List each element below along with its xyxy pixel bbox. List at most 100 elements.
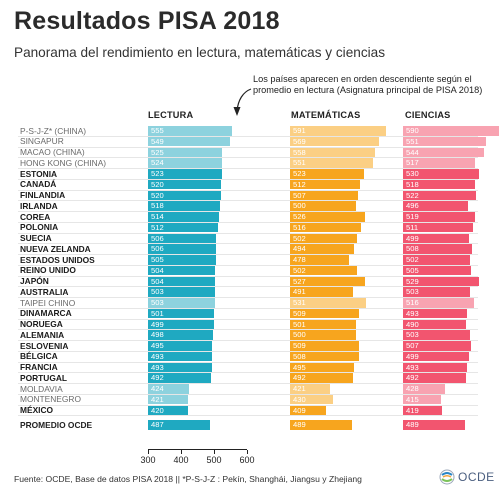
bar-lectura: [148, 201, 220, 211]
bar-value-label: 506: [151, 244, 164, 254]
bar-value-label: 493: [151, 362, 164, 372]
column-header-ciencias: CIENCIAS: [405, 110, 451, 120]
country-label: CANADÁ: [20, 179, 57, 190]
bar-value-label: 591: [293, 126, 306, 135]
row-separator: [18, 340, 478, 342]
bar-matematicas: [290, 362, 355, 372]
country-label: FRANCIA: [20, 362, 58, 372]
bar-value-label: 506: [151, 233, 164, 243]
bar-value-label: 519: [406, 212, 419, 221]
bar-matematicas: [290, 319, 357, 329]
country-label: PORTUGAL: [20, 372, 67, 383]
bar-value-label: 529: [406, 276, 419, 286]
bar-ciencias: [403, 179, 475, 190]
row-separator: [18, 404, 478, 406]
country-label: FINLANDIA: [20, 190, 66, 200]
country-label: JAPÓN: [20, 276, 49, 286]
country-label: SINGAPUR: [20, 136, 64, 147]
order-note: Los países aparecen en orden descendient…: [253, 74, 483, 95]
bar-lectura: [148, 394, 188, 405]
bar-value-label: 524: [151, 158, 164, 168]
bar-value-label: 503: [406, 330, 419, 340]
bar-matematicas: [290, 287, 354, 297]
row-separator: [18, 221, 478, 223]
row-separator: [18, 254, 478, 256]
row-separator: [18, 393, 478, 395]
bar-value-label: 498: [151, 330, 164, 340]
row-separator: [18, 211, 478, 213]
bar-value-label: 527: [293, 276, 306, 286]
bar-matematicas: [290, 212, 365, 222]
bar-value-label: 500: [293, 330, 306, 340]
bar-lectura: [148, 158, 222, 168]
bar-value-label: 421: [151, 394, 164, 404]
country-label: SUECIA: [20, 233, 52, 243]
bar-value-label: 511: [406, 222, 419, 232]
row-separator: [18, 178, 478, 180]
bar-ciencias: [403, 265, 471, 276]
row-separator: [18, 372, 478, 374]
bar-matematicas: [290, 233, 357, 243]
bar-value-label: 494: [293, 244, 306, 254]
bar-value-label: 544: [406, 147, 419, 157]
bar-matematicas: [290, 405, 326, 415]
bar-matematicas: [290, 136, 379, 147]
bar-matematicas: [290, 244, 355, 254]
bar-lectura: [148, 169, 222, 179]
bar-lectura: [148, 405, 188, 415]
row-separator: [18, 232, 478, 234]
country-label: AUSTRALIA: [20, 286, 69, 297]
bar-matematicas: [290, 373, 354, 383]
x-axis-tick-label: 500: [206, 455, 222, 465]
bar-ciencias: [403, 384, 446, 394]
country-label: BÉLGICA: [20, 351, 58, 362]
bar-lectura: [148, 265, 216, 276]
bar-ciencias: [403, 244, 472, 254]
bar-value-label: 415: [406, 394, 419, 404]
average-value-label: 489: [406, 420, 419, 430]
bar-matematicas: [290, 255, 349, 265]
bar-ciencias: [403, 201, 468, 211]
bar-value-label: 530: [406, 169, 419, 178]
bar-value-label: 512: [151, 222, 164, 232]
bar-value-label: 496: [406, 201, 419, 211]
country-label: MÉXICO: [20, 405, 54, 415]
bar-ciencias: [403, 190, 477, 200]
bar-lectura: [148, 351, 212, 362]
bar-value-label: 549: [151, 136, 164, 146]
row-separator: [18, 189, 478, 191]
bar-matematicas: [290, 341, 359, 351]
bar-matematicas: [290, 201, 356, 211]
bar-ciencias: [403, 308, 467, 319]
bar-matematicas: [290, 265, 357, 276]
bar-ciencias: [403, 341, 472, 351]
country-label: MOLDAVIA: [20, 383, 63, 394]
column-header-lectura: LECTURA: [148, 110, 194, 120]
country-label: MONTENEGRO: [20, 394, 81, 405]
bar-matematicas: [290, 126, 387, 136]
bar-value-label: 517: [406, 158, 419, 168]
country-label: ESLOVENIA: [20, 340, 69, 351]
column-header-matematicas: MATEMÁTICAS: [291, 110, 361, 120]
bar-value-label: 421: [293, 384, 306, 393]
bar-lectura: [148, 308, 215, 319]
x-axis-line: [148, 449, 247, 450]
bar-value-label: 491: [293, 287, 306, 297]
row-separator: [18, 361, 478, 363]
row-separator: [18, 286, 478, 288]
bar-value-label: 493: [406, 362, 419, 372]
x-axis-tick: [148, 450, 149, 454]
row-separator: [18, 264, 478, 266]
row-separator: [18, 329, 478, 331]
bar-value-label: 520: [151, 190, 164, 200]
bar-matematicas: [290, 308, 359, 319]
bar-value-label: 507: [293, 190, 306, 200]
bar-matematicas: [290, 384, 330, 394]
row-separator: [18, 350, 478, 352]
oecd-logo: OCDE: [439, 469, 495, 485]
bar-value-label: 522: [406, 190, 419, 200]
bar-lectura: [148, 212, 219, 222]
row-separator: [18, 307, 478, 309]
bar-ciencias: [403, 362, 467, 372]
average-bar-matematicas: [290, 420, 353, 430]
